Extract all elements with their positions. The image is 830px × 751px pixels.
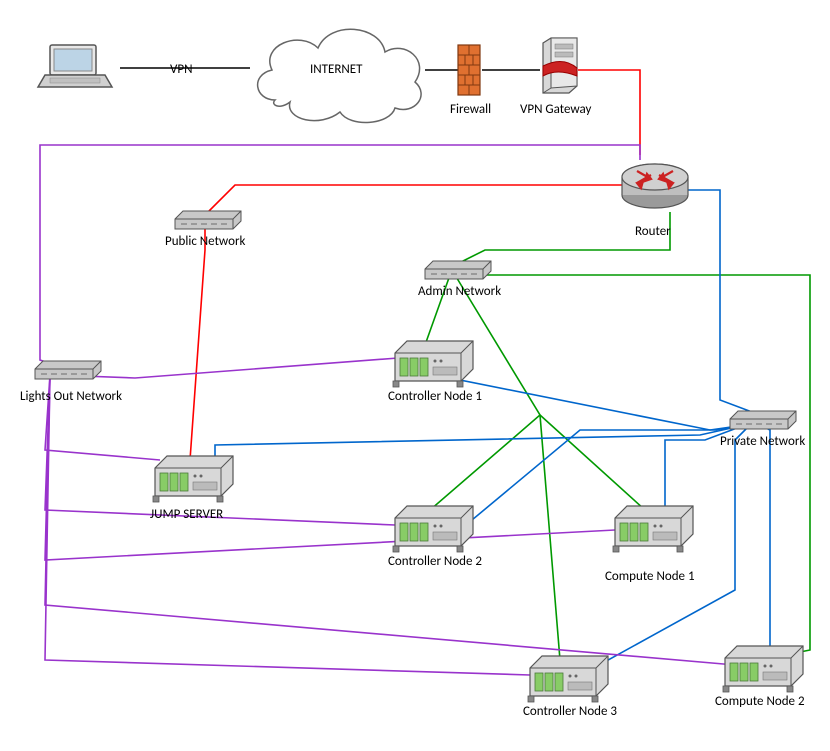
switch-public-icon [175,211,241,229]
edge [190,225,205,460]
server-jump-icon [153,456,233,502]
laptop-icon [38,45,112,87]
edge [455,275,810,655]
server-c2-icon [393,506,473,552]
edge [45,375,615,560]
edge [205,185,625,215]
firewall-icon [458,45,480,95]
switch-private-icon [730,411,796,429]
admin-network-label: Admin Network [418,284,501,299]
server-c1-icon [393,341,473,387]
vpn-label: VPN [170,62,192,77]
firewall-label: Firewall [450,102,491,117]
switch-lights-icon [35,361,101,379]
server-cn2-icon [723,646,803,692]
compute2-label: Compute Node 2 [715,694,805,709]
switch-admin-icon [425,261,491,279]
router-icon [622,164,688,208]
private-network-label: Private Network [720,434,805,449]
server-c3-icon [528,656,608,702]
public-network-label: Public Network [165,234,245,249]
controller1-label: Controller Node 1 [388,389,482,404]
nodes-layer [35,29,803,702]
internet-label: INTERNET [310,62,363,77]
compute1-label: Compute Node 1 [605,569,695,584]
controller3-label: Controller Node 3 [523,704,617,719]
lights-out-label: Lights Out Network [20,389,122,404]
server-cn1-icon [613,506,693,552]
router-label: Router [635,224,671,239]
edge [45,375,160,460]
controller2-label: Controller Node 2 [388,554,482,569]
vpn-gateway-icon [543,38,577,93]
jump-server-label: JUMP SERVER [150,507,223,522]
edge [685,190,760,415]
edge [450,370,745,430]
edge [590,425,750,680]
edge [760,425,770,650]
labels-layer: VPN INTERNET Firewall VPN Gateway Router… [20,62,805,719]
edge [55,358,398,378]
edge [540,415,560,660]
vpn-gateway-label: VPN Gateway [520,102,591,117]
edge [40,145,640,365]
